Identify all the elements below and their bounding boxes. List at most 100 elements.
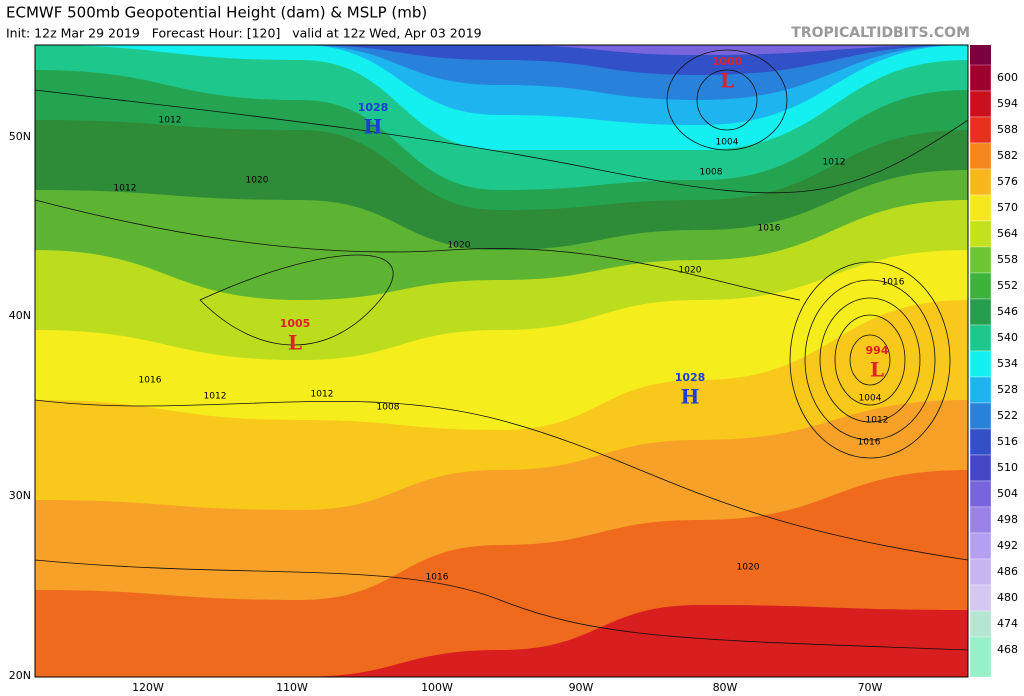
- isobar: [199, 254, 394, 346]
- center-symbol: H: [364, 115, 383, 139]
- watermark: TROPICALTIDBITS.COM: [791, 25, 970, 41]
- longitude-label: 70W: [858, 681, 883, 694]
- colorbar-label: 486: [997, 565, 1018, 578]
- colorbar-swatch: [969, 376, 992, 404]
- latitude-label: 40N: [9, 309, 31, 322]
- latitude-label: 30N: [9, 489, 31, 502]
- title: ECMWF 500mb Geopotential Height (dam) & …: [6, 4, 427, 22]
- colorbar-swatch: [969, 64, 992, 92]
- isobar-label: 1012: [823, 158, 846, 168]
- colorbar-label: 540: [997, 331, 1018, 344]
- isobar-label: 1012: [866, 416, 889, 426]
- colorbar-swatch: [969, 402, 992, 430]
- isobar-label: 1004: [859, 394, 882, 404]
- latitude-label: 20N: [9, 669, 31, 682]
- colorbar-label: 504: [997, 487, 1018, 500]
- colorbar-label: 528: [997, 383, 1018, 396]
- colorbar-label: 492: [997, 539, 1018, 552]
- colorbar-label: 498: [997, 513, 1018, 526]
- isobar: [34, 559, 969, 651]
- longitude-label: 100W: [421, 681, 453, 694]
- colorbar-swatch: [969, 558, 992, 586]
- center-pressure: 1028: [358, 101, 389, 114]
- colorbar-swatch: [969, 324, 992, 352]
- colorbar-swatch: [969, 454, 992, 482]
- colorbar-swatch: [969, 142, 992, 170]
- colorbar-label: 480: [997, 591, 1018, 604]
- latitude-label: 50N: [9, 130, 31, 143]
- colorbar-swatch: [969, 220, 992, 248]
- isobar: [849, 334, 891, 386]
- colorbar-label: 588: [997, 123, 1018, 136]
- colorbar-label: 468: [997, 643, 1018, 656]
- longitude-label: 110W: [276, 681, 308, 694]
- center-pressure: 1005: [280, 317, 311, 330]
- colorbar-swatch: [969, 428, 992, 456]
- center-symbol: L: [870, 358, 884, 382]
- isobar-label: 1020: [448, 241, 471, 251]
- isobar: [819, 297, 921, 423]
- isobar: [804, 279, 936, 441]
- colorbar-swatch: [969, 506, 992, 534]
- isobar: [34, 199, 801, 301]
- colorbar-swatch: [969, 480, 992, 508]
- isobar-label: 1004: [716, 138, 739, 148]
- colorbar-label: 558: [997, 253, 1018, 266]
- isobar-label: 1012: [114, 184, 137, 194]
- isobar-label: 1016: [758, 224, 781, 234]
- colorbar-top: [970, 45, 991, 65]
- colorbar-label: 522: [997, 409, 1018, 422]
- center-symbol: H: [681, 385, 700, 409]
- colorbar-swatch: [969, 610, 992, 638]
- colorbar-swatch: [969, 298, 992, 326]
- longitude-label: 80W: [713, 681, 738, 694]
- isobar: [696, 69, 758, 131]
- isobar-label: 1016: [426, 573, 449, 583]
- colorbar-label: 582: [997, 149, 1018, 162]
- colorbar-label: 546: [997, 305, 1018, 318]
- center-pressure: 1028: [675, 371, 706, 384]
- isobar-label: 1020: [737, 563, 760, 573]
- colorbar-label: 570: [997, 201, 1018, 214]
- colorbar-swatch: [969, 246, 992, 274]
- center-pressure: 1000: [712, 55, 743, 68]
- colorbar-label: 564: [997, 227, 1018, 240]
- isobar-label: 1012: [311, 390, 334, 400]
- colorbar-swatch: [969, 272, 992, 300]
- colorbar-label: 474: [997, 617, 1018, 630]
- isobar-label: 1012: [159, 116, 182, 126]
- isobar-label: 1016: [858, 438, 881, 448]
- isobar-label: 1020: [679, 266, 702, 276]
- colorbar-swatch: [969, 168, 992, 196]
- colorbar-label: 600: [997, 71, 1018, 84]
- colorbar-label: 576: [997, 175, 1018, 188]
- colorbar-swatch: [969, 194, 992, 222]
- isobar-label: 1020: [246, 176, 269, 186]
- map-frame: [34, 44, 969, 678]
- isobar-label: 1012: [204, 392, 227, 402]
- longitude-label: 90W: [569, 681, 594, 694]
- center-pressure: 994: [866, 344, 889, 357]
- isobar: [666, 49, 788, 151]
- colorbar-label: 510: [997, 461, 1018, 474]
- isobar: [834, 314, 906, 406]
- isobar-label: 1008: [700, 168, 723, 178]
- isobar-label: 1008: [377, 403, 400, 413]
- colorbar-label: 516: [997, 435, 1018, 448]
- colorbar-swatch: [969, 116, 992, 144]
- colorbar-label: 552: [997, 279, 1018, 292]
- colorbar-swatch: [969, 584, 992, 612]
- height-band: [35, 45, 968, 55]
- colorbar-swatch: [969, 350, 992, 378]
- center-symbol: L: [288, 331, 302, 355]
- colorbar-label: 534: [997, 357, 1018, 370]
- longitude-label: 120W: [132, 681, 164, 694]
- colorbar-swatch: [969, 532, 992, 560]
- isobar: [789, 261, 951, 459]
- colorbar-swatch: [969, 90, 992, 118]
- subtitle: Init: 12z Mar 29 2019 Forecast Hour: [12…: [6, 26, 482, 41]
- center-symbol: L: [720, 69, 734, 93]
- colorbar-label: 594: [997, 97, 1018, 110]
- isobar-label: 1016: [882, 278, 905, 288]
